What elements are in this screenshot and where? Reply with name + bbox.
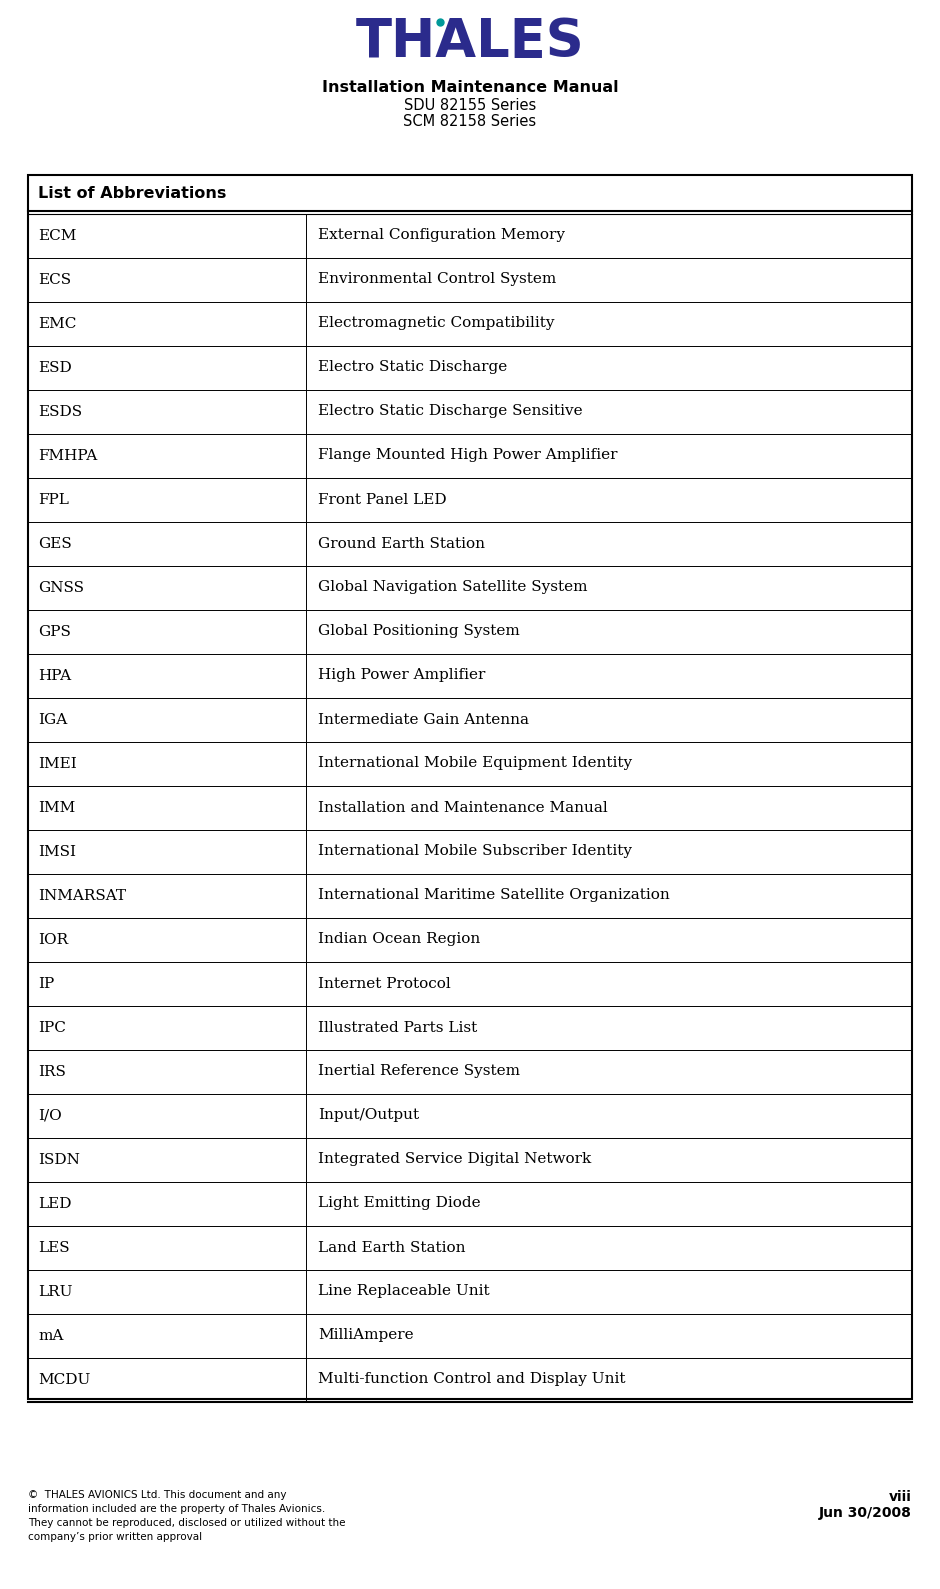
Text: Electro Static Discharge: Electro Static Discharge — [319, 361, 508, 375]
Text: Multi-function Control and Display Unit: Multi-function Control and Display Unit — [319, 1373, 626, 1387]
Text: mA: mA — [38, 1328, 63, 1343]
Text: FPL: FPL — [38, 493, 69, 507]
Text: Global Positioning System: Global Positioning System — [319, 624, 520, 639]
Text: LES: LES — [38, 1241, 70, 1254]
Text: IMM: IMM — [38, 801, 75, 815]
Text: FMHPA: FMHPA — [38, 448, 97, 462]
Text: IMSI: IMSI — [38, 844, 76, 858]
Text: ESD: ESD — [38, 361, 71, 375]
Text: SCM 82158 Series: SCM 82158 Series — [403, 114, 537, 129]
Text: Inertial Reference System: Inertial Reference System — [319, 1065, 521, 1079]
Text: Flange Mounted High Power Amplifier: Flange Mounted High Power Amplifier — [319, 448, 618, 462]
Text: Electromagnetic Compatibility: Electromagnetic Compatibility — [319, 316, 555, 331]
Text: External Configuration Memory: External Configuration Memory — [319, 229, 566, 243]
Text: Land Earth Station: Land Earth Station — [319, 1241, 466, 1254]
Text: GPS: GPS — [38, 624, 70, 639]
Text: High Power Amplifier: High Power Amplifier — [319, 669, 486, 683]
Text: Global Navigation Satellite System: Global Navigation Satellite System — [319, 580, 588, 594]
Text: EMC: EMC — [38, 316, 76, 331]
Text: List of Abbreviations: List of Abbreviations — [38, 186, 227, 200]
Text: MilliAmpere: MilliAmpere — [319, 1328, 415, 1343]
Text: Environmental Control System: Environmental Control System — [319, 272, 556, 286]
Text: ESDS: ESDS — [38, 405, 82, 418]
Text: International Maritime Satellite Organization: International Maritime Satellite Organiz… — [319, 888, 670, 903]
Text: Internet Protocol: Internet Protocol — [319, 977, 451, 990]
Text: GES: GES — [38, 537, 71, 550]
Text: IMEI: IMEI — [38, 756, 77, 771]
Text: INMARSAT: INMARSAT — [38, 888, 126, 903]
Text: Illustrated Parts List: Illustrated Parts List — [319, 1020, 478, 1034]
Text: Jun 30/2008: Jun 30/2008 — [819, 1506, 912, 1521]
Text: International Mobile Subscriber Identity: International Mobile Subscriber Identity — [319, 844, 633, 858]
Text: Electro Static Discharge Sensitive: Electro Static Discharge Sensitive — [319, 405, 583, 418]
Text: ISDN: ISDN — [38, 1152, 80, 1166]
Text: They cannot be reproduced, disclosed or utilized without the: They cannot be reproduced, disclosed or … — [28, 1517, 346, 1529]
Text: Intermediate Gain Antenna: Intermediate Gain Antenna — [319, 712, 529, 726]
Text: GNSS: GNSS — [38, 580, 84, 594]
Text: company’s prior written approval: company’s prior written approval — [28, 1532, 202, 1541]
Text: ECS: ECS — [38, 272, 71, 286]
Text: IGA: IGA — [38, 712, 68, 726]
Text: MCDU: MCDU — [38, 1373, 90, 1387]
Text: Indian Ocean Region: Indian Ocean Region — [319, 933, 480, 947]
Text: SDU 82155 Series: SDU 82155 Series — [404, 97, 536, 113]
Text: information included are the property of Thales Avionics.: information included are the property of… — [28, 1505, 325, 1514]
Text: ECM: ECM — [38, 229, 76, 243]
Text: IRS: IRS — [38, 1065, 66, 1079]
Text: Integrated Service Digital Network: Integrated Service Digital Network — [319, 1152, 591, 1166]
Text: Front Panel LED: Front Panel LED — [319, 493, 447, 507]
Text: LED: LED — [38, 1197, 71, 1211]
Text: Installation Maintenance Manual: Installation Maintenance Manual — [321, 81, 619, 95]
Text: IP: IP — [38, 977, 55, 990]
Text: THALES: THALES — [355, 16, 585, 68]
Text: International Mobile Equipment Identity: International Mobile Equipment Identity — [319, 756, 633, 771]
Text: viii: viii — [889, 1490, 912, 1505]
Text: Line Replaceable Unit: Line Replaceable Unit — [319, 1284, 490, 1298]
Text: IPC: IPC — [38, 1020, 66, 1034]
Bar — [28, 175, 912, 1398]
Text: IOR: IOR — [38, 933, 68, 947]
Text: I/O: I/O — [38, 1109, 62, 1122]
Text: Light Emitting Diode: Light Emitting Diode — [319, 1197, 481, 1211]
Text: ©  THALES AVIONICS Ltd. This document and any: © THALES AVIONICS Ltd. This document and… — [28, 1490, 287, 1500]
Text: HPA: HPA — [38, 669, 71, 683]
Text: LRU: LRU — [38, 1284, 72, 1298]
Text: Input/Output: Input/Output — [319, 1109, 419, 1122]
Text: Ground Earth Station: Ground Earth Station — [319, 537, 485, 550]
Text: Installation and Maintenance Manual: Installation and Maintenance Manual — [319, 801, 608, 815]
